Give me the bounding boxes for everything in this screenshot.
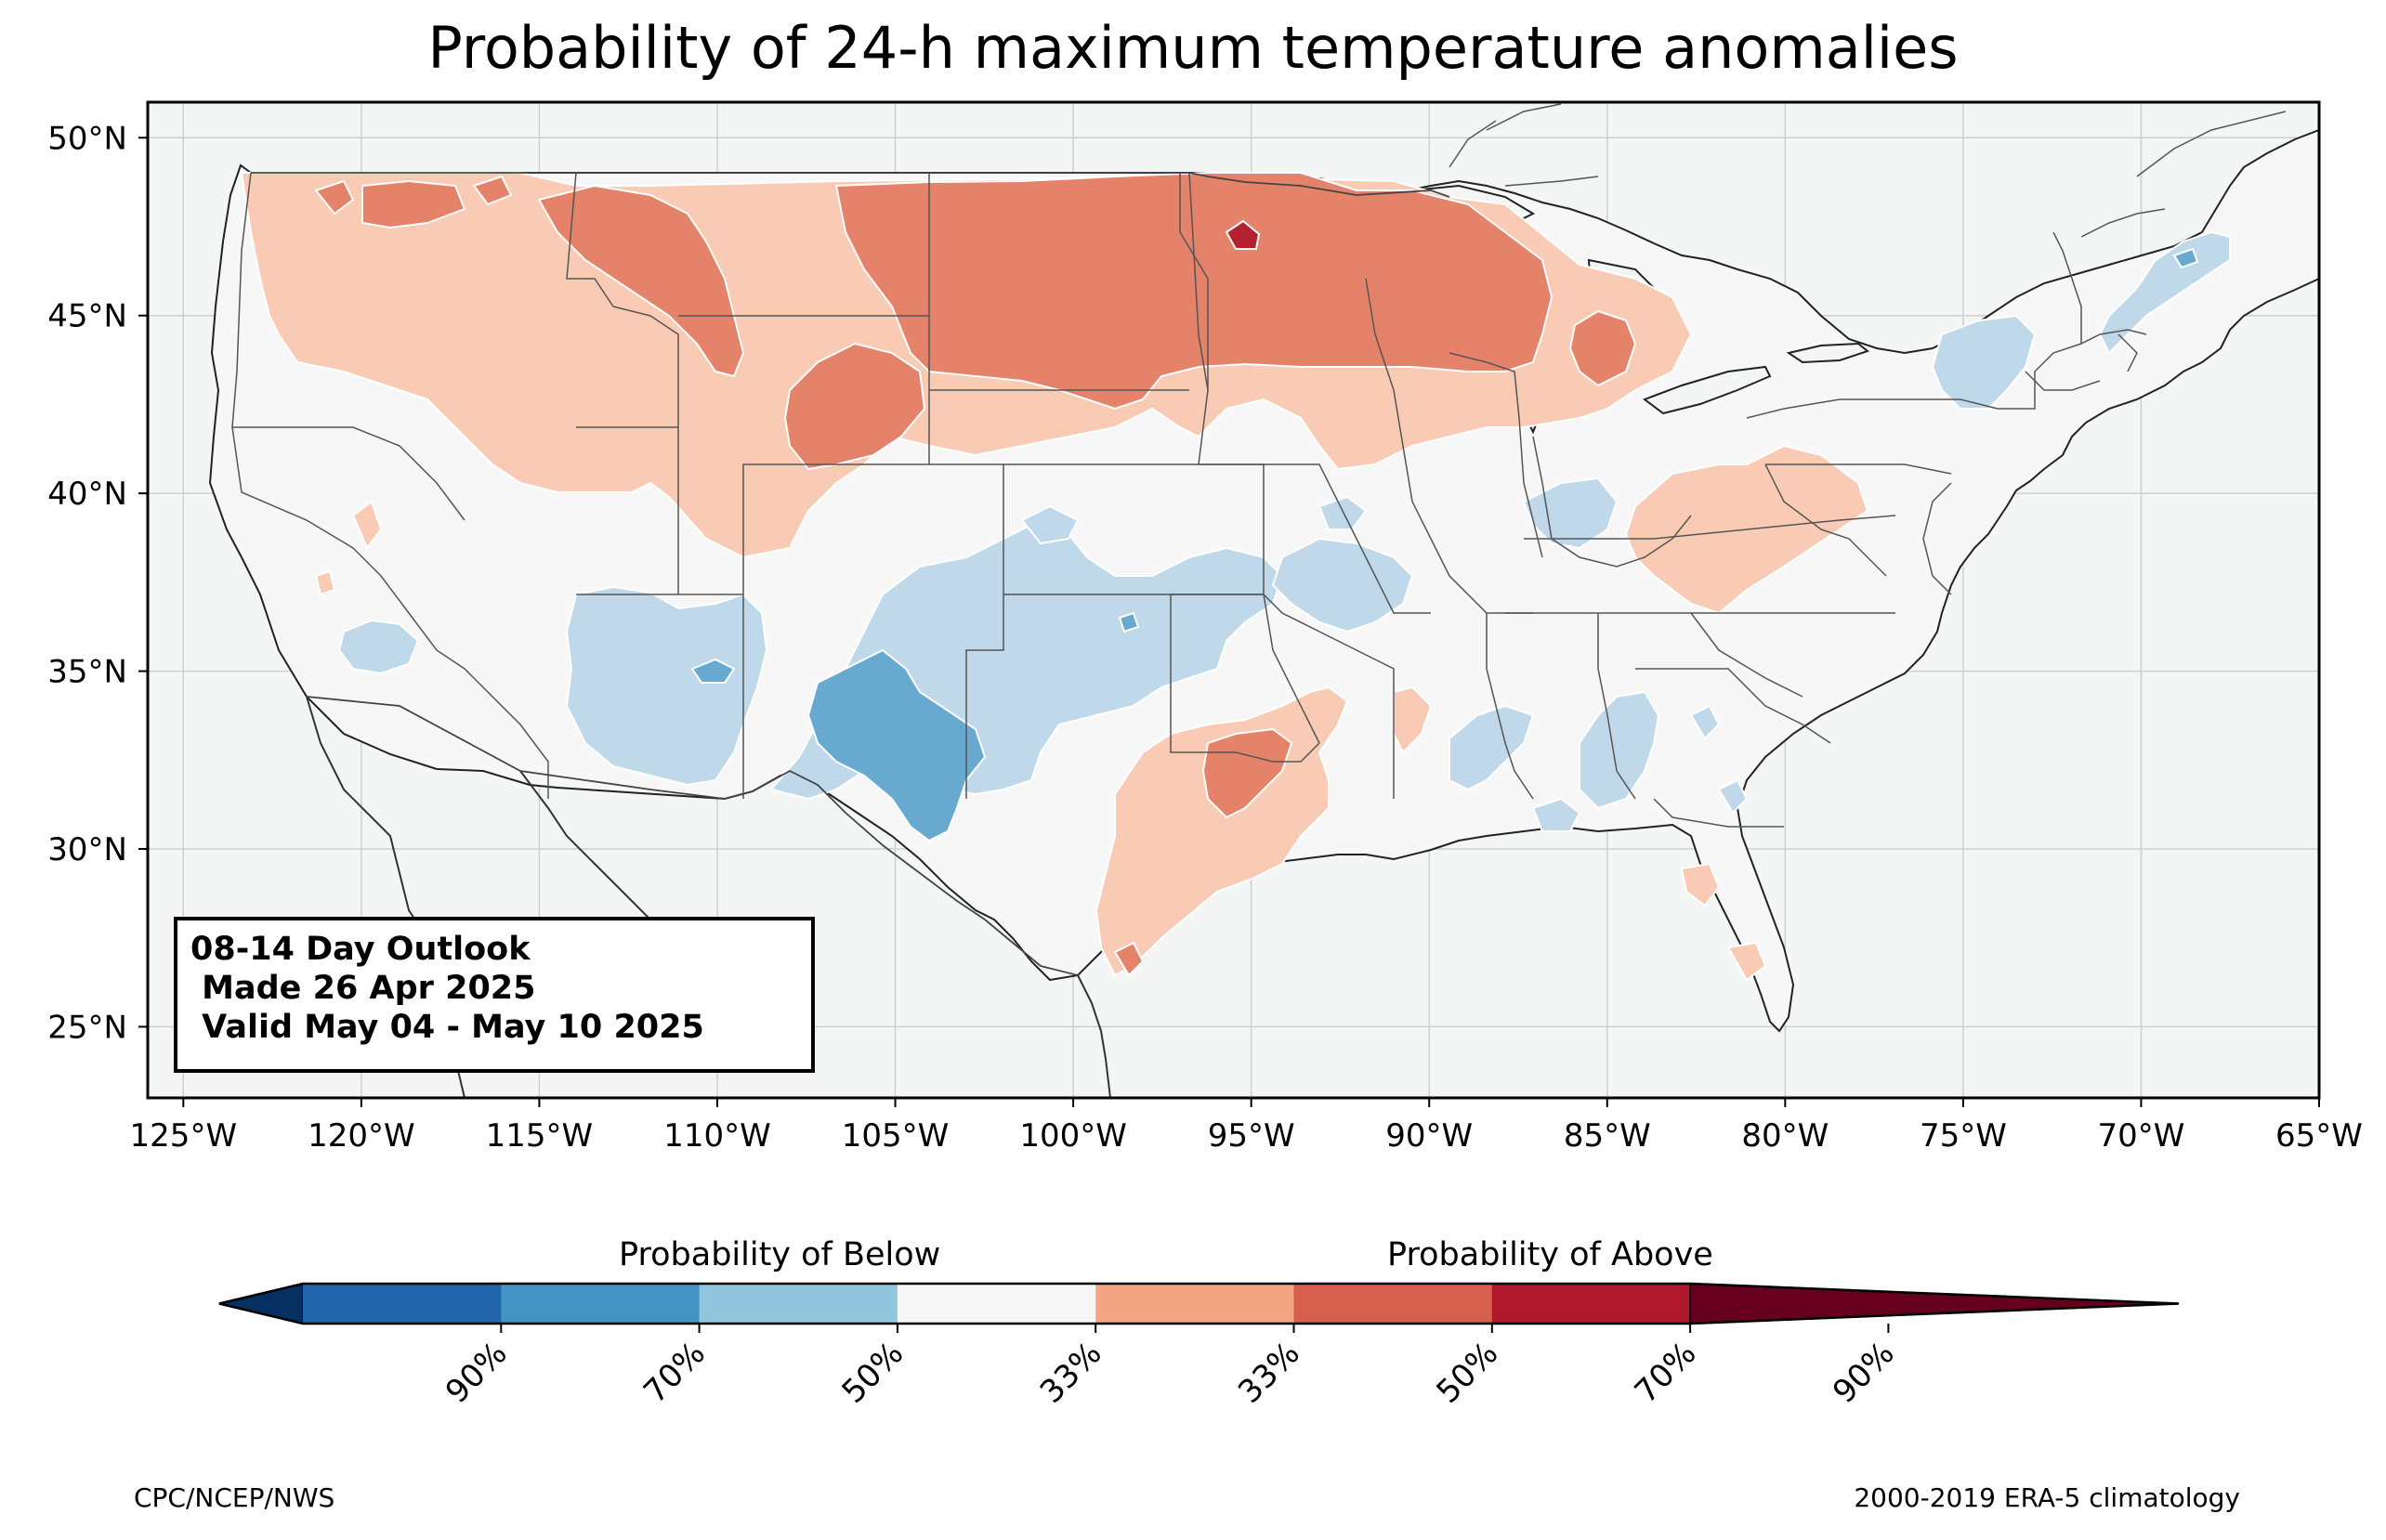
colorbar-bin: [501, 1284, 701, 1324]
longitude-label: 110°W: [663, 1117, 771, 1155]
colorbar-extend-low: [218, 1282, 304, 1325]
longitude-label: 120°W: [308, 1117, 415, 1155]
colorbar: [218, 1282, 2180, 1325]
longitude-label: 70°W: [2097, 1117, 2184, 1155]
lake-erie: [1642, 365, 1772, 415]
colorbar-below-label: Probability of Below: [619, 1236, 941, 1273]
longitude-label: 90°W: [1385, 1117, 1473, 1155]
longitude-label: 100°W: [1019, 1117, 1127, 1155]
colorbar-tick-label: 90%: [439, 1335, 515, 1411]
latitude-label: 25°N: [47, 1009, 127, 1046]
longitude-label: 85°W: [1564, 1117, 1651, 1155]
below-50-areas: [690, 247, 2199, 842]
us-canada-border: [251, 172, 1450, 198]
colorbar-bin: [1293, 1284, 1493, 1324]
longitude-label: 115°W: [486, 1117, 594, 1155]
colorbar-bin: [1491, 1284, 1691, 1324]
us-mexico-border: [306, 696, 1079, 976]
colorbar-tick-label: 33%: [1033, 1335, 1109, 1411]
colorbar-tick-label: 70%: [636, 1335, 713, 1411]
latitude-label: 40°N: [47, 476, 127, 513]
above-50-areas: [314, 172, 1637, 977]
longitude-label: 95°W: [1208, 1117, 1295, 1155]
colorbar-above-label: Probability of Above: [1387, 1236, 1713, 1273]
lake-ontario: [1786, 342, 1870, 364]
latitude-label: 30°N: [47, 831, 127, 868]
outlook-period: 08-14 Day Outlook: [190, 931, 531, 968]
colorbar-outline: [218, 1282, 2180, 1325]
climatology-note: 2000-2019 ERA-5 climatology: [1854, 1482, 2240, 1513]
colorbar-tick-label: 50%: [835, 1335, 911, 1411]
colorbar-tick-label: 33%: [1231, 1335, 1307, 1411]
outlook-info-box: 08-14 Day Outlook Made 26 Apr 2025 Valid…: [174, 917, 815, 1073]
colorbar-tick-label: 70%: [1628, 1335, 1704, 1411]
valid-dates: Valid May 04 - May 10 2025: [190, 1009, 704, 1046]
map-layers: [148, 102, 2320, 1099]
latitude-labels: 50°N 45°N 40°N 35°N 30°N 25°N: [47, 120, 148, 1046]
map-title: Probability of 24-h maximum temperature …: [427, 14, 1959, 82]
longitude-label: 75°W: [1920, 1117, 2007, 1155]
colorbar-extend-high: [1689, 1282, 2180, 1325]
above-70-area: [1225, 219, 1261, 250]
colorbar-tick-label: 90%: [1826, 1335, 1902, 1411]
latitude-label: 50°N: [47, 120, 127, 157]
longitude-label: 65°W: [2275, 1117, 2363, 1155]
latitude-label: 35°N: [47, 654, 127, 691]
canada-lakes: [1449, 103, 2287, 238]
colorbar-tick-labels: 90% 70% 50% 33% 33% 50% 70% 90%: [439, 1324, 1902, 1411]
longitude-label: 105°W: [842, 1117, 950, 1155]
source-credit: CPC/NCEP/NWS: [134, 1482, 335, 1513]
longitude-label: 125°W: [130, 1117, 238, 1155]
longitude-label: 80°W: [1741, 1117, 1829, 1155]
map-frame: [146, 100, 2321, 1100]
colorbar-bin: [699, 1284, 898, 1324]
longitude-labels: 125°W 120°W 115°W 110°W 105°W 100°W 95°W 90°W 85…: [130, 1098, 2363, 1155]
state-borders: [231, 172, 2147, 828]
colorbar-bin: [1095, 1284, 1294, 1324]
made-date: Made 26 Apr 2025: [190, 970, 536, 1007]
latitude-label: 45°N: [47, 298, 127, 335]
colorbar-tick-label: 50%: [1429, 1335, 1505, 1411]
colorbar-bin: [897, 1284, 1096, 1324]
colorbar-bin: [303, 1284, 502, 1324]
